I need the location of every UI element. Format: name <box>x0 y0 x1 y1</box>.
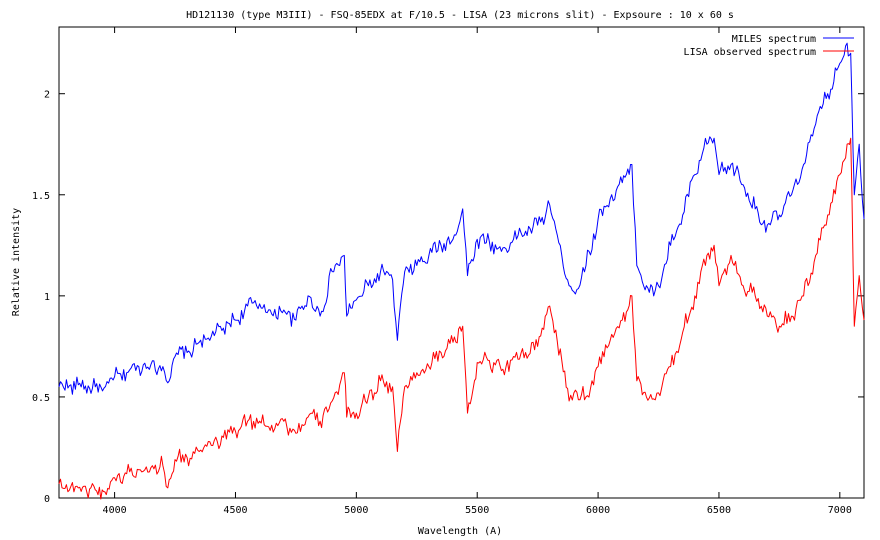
y-tick-label: 0.5 <box>32 393 50 404</box>
y-tick-label: 2 <box>44 90 50 101</box>
plot-frame <box>58 26 865 499</box>
y-axis-ticks: 0 0.5 1 1.5 2 <box>32 90 864 505</box>
x-tick-label: 6000 <box>586 505 610 516</box>
x-tick-label: 6500 <box>707 505 731 516</box>
series-line-lisa <box>58 137 865 500</box>
y-tick-label: 1.5 <box>32 191 50 202</box>
x-tick-label: 4000 <box>103 505 127 516</box>
legend-label: LISA observed spectrum <box>684 47 816 58</box>
legend-label: MILES spectrum <box>732 34 816 45</box>
x-axis-label: Wavelength (A) <box>418 526 502 537</box>
series-lines <box>58 42 865 500</box>
legend: MILES spectrum LISA observed spectrum <box>684 34 854 58</box>
y-tick-label: 1 <box>44 292 50 303</box>
x-axis-ticks: 4000 4500 5000 5500 6000 6500 7000 <box>103 27 852 516</box>
x-tick-label: 7000 <box>828 505 852 516</box>
chart-title: HD121130 (type M3III) - FSQ-85EDX at F/1… <box>186 10 734 21</box>
x-tick-label: 4500 <box>223 505 247 516</box>
series-line-miles <box>58 42 865 395</box>
x-tick-label: 5000 <box>344 505 368 516</box>
y-tick-label: 0 <box>44 494 50 505</box>
x-tick-label: 5500 <box>465 505 489 516</box>
y-axis-label: Relative intensity <box>11 208 22 316</box>
